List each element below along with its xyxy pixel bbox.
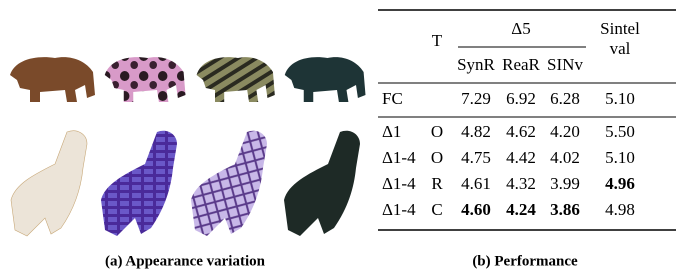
cell: 4.96 — [605, 174, 635, 193]
bear-image — [10, 57, 95, 102]
caption: (b) Performance — [472, 253, 578, 269]
cell: 4.61 — [461, 174, 491, 193]
row-label: Δ1 — [382, 122, 401, 141]
dog-image — [101, 131, 177, 236]
cell: 4.82 — [461, 122, 491, 141]
bear-image — [285, 57, 366, 102]
cell: 5.10 — [605, 89, 635, 108]
header: val — [610, 39, 631, 58]
cell: 6.28 — [550, 89, 580, 108]
cell: 3.86 — [550, 200, 580, 219]
cell: O — [431, 148, 443, 167]
cell: 4.02 — [550, 148, 580, 167]
cell: R — [431, 174, 443, 193]
cell: 7.29 — [461, 89, 491, 108]
figure: (a) Appearance variation T Δ5 Sintel val… — [0, 0, 680, 272]
header: Δ5 — [511, 19, 530, 38]
cell: 4.62 — [506, 122, 536, 141]
image-grid — [10, 57, 366, 236]
header: ReaR — [502, 55, 540, 74]
dog-image — [191, 131, 267, 236]
row-label: Δ1-4 — [382, 174, 416, 193]
cell: 3.99 — [550, 174, 580, 193]
dog-image — [284, 131, 360, 236]
bear-image — [105, 57, 186, 102]
cell: O — [431, 122, 443, 141]
header: SynR — [457, 55, 495, 74]
header: T — [432, 31, 443, 50]
cell: 5.50 — [605, 122, 635, 141]
row-label: Δ1-4 — [382, 148, 416, 167]
cell: 6.92 — [506, 89, 536, 108]
row-label: FC — [382, 89, 403, 108]
cell: 4.24 — [506, 200, 536, 219]
bear-image — [197, 57, 275, 102]
row-label: Δ1-4 — [382, 200, 416, 219]
cell: 5.10 — [605, 148, 635, 167]
caption: (a) Appearance variation — [105, 253, 266, 269]
cell: 4.98 — [605, 200, 635, 219]
cell: 4.20 — [550, 122, 580, 141]
cell: 4.75 — [461, 148, 491, 167]
cell: 4.42 — [506, 148, 536, 167]
header: SINv — [547, 55, 583, 74]
cell: 4.32 — [506, 174, 536, 193]
dog-image — [11, 131, 87, 236]
table: T Δ5 Sintel val SynR ReaR SINv FC 7.29 6.92 6.… — [378, 10, 676, 230]
cell: C — [431, 200, 442, 219]
cell: 4.60 — [461, 200, 491, 219]
header: Sintel — [600, 19, 640, 38]
